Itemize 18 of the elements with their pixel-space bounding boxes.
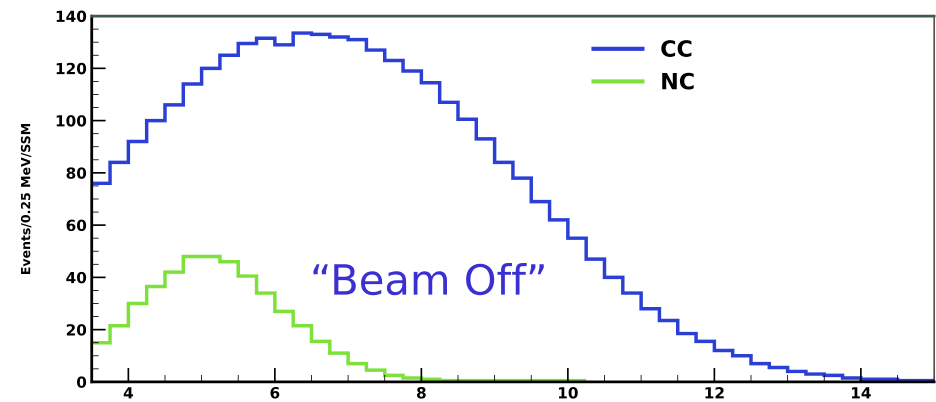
y-tick-label: 20 xyxy=(66,324,86,336)
y-tick-label: 0 xyxy=(76,376,86,388)
annotation: “Beam Off” xyxy=(313,262,544,296)
y-tick-label: 100 xyxy=(56,115,86,127)
x-tick-label: 14 xyxy=(852,387,871,398)
y-tick-label: 80 xyxy=(66,167,86,179)
legend-label: NC xyxy=(662,72,694,90)
x-tick-label: 12 xyxy=(705,387,724,398)
y-tick-label: 60 xyxy=(66,220,86,232)
y-tick-label: 120 xyxy=(56,62,86,74)
x-tick-label: 4 xyxy=(124,387,133,398)
x-tick-label: 10 xyxy=(558,387,578,399)
y-tick-label: 140 xyxy=(56,10,86,22)
x-tick-label: 8 xyxy=(416,387,426,399)
legend-label: CC xyxy=(661,40,692,57)
x-tick-label: 6 xyxy=(270,387,280,399)
y-tick-label: 40 xyxy=(66,272,86,284)
y-axis-title: Events/0.25 MeV/SSM xyxy=(20,124,32,274)
